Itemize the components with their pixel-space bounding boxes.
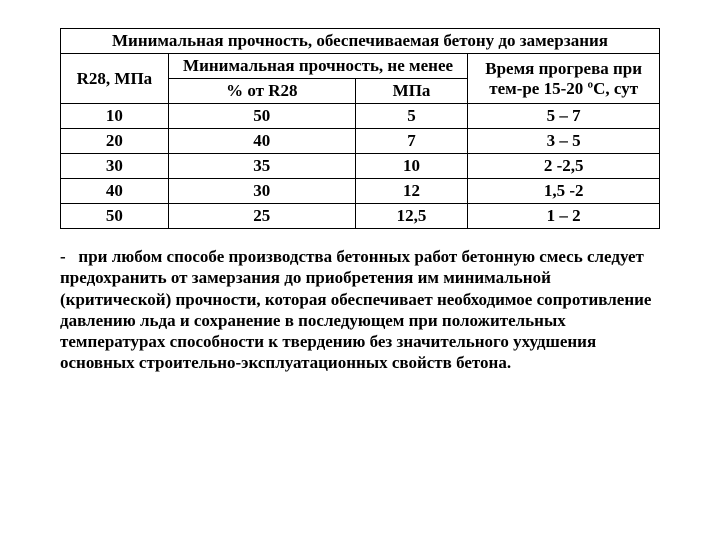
cell-pct: 35: [168, 154, 355, 179]
cell-time: 1,5 -2: [468, 179, 660, 204]
cell-pct: 40: [168, 129, 355, 154]
cell-mpa: 12: [355, 179, 468, 204]
cell-time: 3 – 5: [468, 129, 660, 154]
table-header-row-1: R28, МПа Минимальная прочность, не менее…: [61, 54, 660, 79]
cell-mpa: 12,5: [355, 204, 468, 229]
table-row: 10 50 5 5 – 7: [61, 104, 660, 129]
col-time-header: Время прогрева при тем-ре 15-20 ºС, сут: [468, 54, 660, 104]
cell-time: 1 – 2: [468, 204, 660, 229]
table-title-row: Минимальная прочность, обеспечиваемая бе…: [61, 29, 660, 54]
cell-time: 2 -2,5: [468, 154, 660, 179]
table-title: Минимальная прочность, обеспечиваемая бе…: [61, 29, 660, 54]
table-row: 50 25 12,5 1 – 2: [61, 204, 660, 229]
cell-time: 5 – 7: [468, 104, 660, 129]
subcol-mpa-header: МПа: [355, 79, 468, 104]
cell-r28: 20: [61, 129, 169, 154]
cell-r28: 50: [61, 204, 169, 229]
cell-mpa: 5: [355, 104, 468, 129]
col-min-strength-header: Минимальная прочность, не менее: [168, 54, 467, 79]
table-row: 40 30 12 1,5 -2: [61, 179, 660, 204]
table-row: 20 40 7 3 – 5: [61, 129, 660, 154]
footnote-dash: -: [60, 247, 66, 266]
table-row: 30 35 10 2 -2,5: [61, 154, 660, 179]
cell-r28: 10: [61, 104, 169, 129]
cell-pct: 25: [168, 204, 355, 229]
cell-r28: 30: [61, 154, 169, 179]
footnote-text: при любом способе производства бетонных …: [60, 247, 651, 372]
footnote: - при любом способе производства бетонны…: [60, 246, 660, 374]
concrete-strength-table: Минимальная прочность, обеспечиваемая бе…: [60, 28, 660, 229]
col-r28-header: R28, МПа: [61, 54, 169, 104]
cell-mpa: 7: [355, 129, 468, 154]
cell-r28: 40: [61, 179, 169, 204]
cell-mpa: 10: [355, 154, 468, 179]
cell-pct: 30: [168, 179, 355, 204]
cell-pct: 50: [168, 104, 355, 129]
subcol-pct-header: % от R28: [168, 79, 355, 104]
